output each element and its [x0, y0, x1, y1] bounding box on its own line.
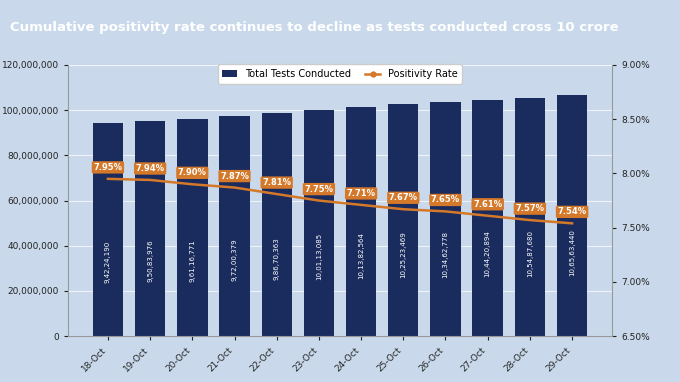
Bar — [557, 95, 588, 336]
Bar — [388, 104, 418, 336]
Bar — [92, 123, 123, 336]
Bar — [430, 102, 460, 336]
Text: 10,34,62,778: 10,34,62,778 — [443, 231, 449, 278]
Text: 10,25,23,469: 10,25,23,469 — [401, 231, 406, 278]
Text: 10,01,13,085: 10,01,13,085 — [316, 233, 322, 280]
Text: 7.95%: 7.95% — [93, 163, 122, 172]
Text: 7.90%: 7.90% — [178, 168, 207, 177]
Bar — [177, 119, 207, 336]
Text: 10,13,82,564: 10,13,82,564 — [358, 232, 364, 279]
Text: 7.94%: 7.94% — [135, 164, 165, 173]
Text: 7.75%: 7.75% — [305, 185, 333, 194]
Text: 9,50,83,976: 9,50,83,976 — [147, 240, 153, 282]
Text: 9,86,70,363: 9,86,70,363 — [274, 238, 279, 280]
Legend: Total Tests Conducted, Positivity Rate: Total Tests Conducted, Positivity Rate — [218, 65, 462, 84]
Text: 10,65,63,440: 10,65,63,440 — [569, 229, 575, 276]
Text: 7.61%: 7.61% — [473, 200, 503, 209]
Bar — [304, 110, 334, 336]
Bar — [220, 117, 250, 336]
Text: 7.65%: 7.65% — [431, 196, 460, 204]
Text: 7.71%: 7.71% — [347, 189, 375, 198]
Text: 10,44,20,894: 10,44,20,894 — [485, 230, 491, 277]
Text: Cumulative positivity rate continues to decline as tests conducted cross 10 cror: Cumulative positivity rate continues to … — [10, 21, 619, 34]
Text: 7.67%: 7.67% — [389, 193, 418, 202]
Text: 9,72,00,379: 9,72,00,379 — [231, 239, 237, 281]
Text: 9,42,24,190: 9,42,24,190 — [105, 241, 111, 283]
Text: 7.87%: 7.87% — [220, 172, 249, 181]
Text: 7.57%: 7.57% — [515, 204, 545, 213]
Text: 10,54,87,680: 10,54,87,680 — [527, 230, 533, 277]
Bar — [262, 113, 292, 336]
Text: 7.54%: 7.54% — [558, 207, 587, 216]
Text: 7.81%: 7.81% — [262, 178, 291, 187]
Bar — [515, 98, 545, 336]
Bar — [135, 121, 165, 336]
Text: 9,61,16,771: 9,61,16,771 — [189, 239, 195, 282]
Bar — [473, 100, 503, 336]
Bar — [346, 107, 376, 336]
